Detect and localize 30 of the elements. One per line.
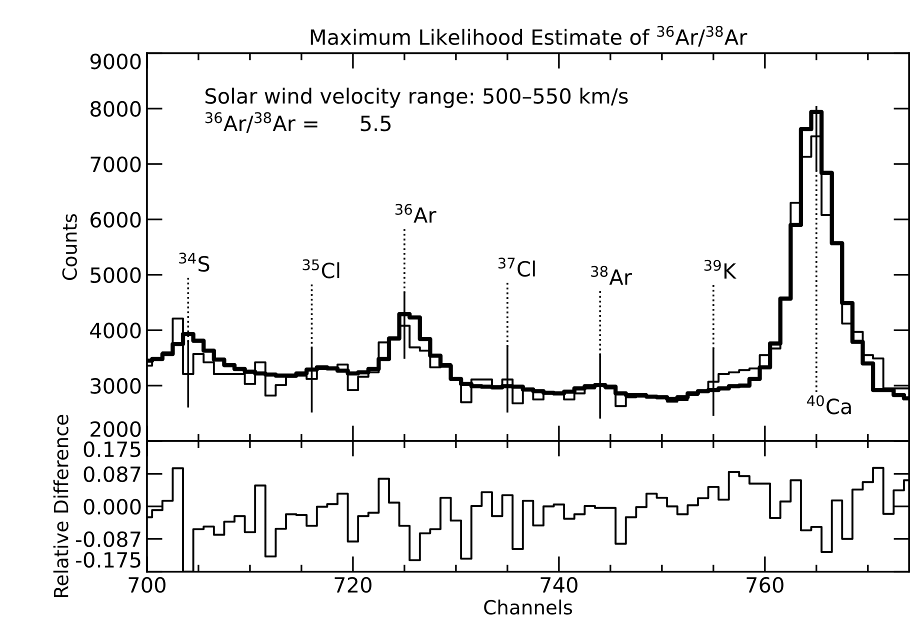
y-tick-label: 8000 <box>90 101 141 117</box>
annotation: $^{34}$S <box>179 252 210 272</box>
annotation: $^{37}$Cl <box>498 258 535 277</box>
y-tick-label: 6000 <box>90 212 141 228</box>
y-axis-title: Counts <box>62 214 77 280</box>
x-axis-title: Channels <box>484 600 572 615</box>
annotation: Solar wind velocity range: 500–550 km/s <box>206 88 628 108</box>
x-tick-label: 760 <box>746 577 784 593</box>
y-tick-label: 9000 <box>90 54 141 70</box>
annotation: $^{35}$Cl <box>302 259 340 278</box>
y-tick-label: 0.175 <box>84 441 140 458</box>
y-tick-label: 2000 <box>90 421 141 437</box>
y-tick-label: 7000 <box>90 156 141 172</box>
y-tick-label: 0.087 <box>84 466 140 482</box>
annotation: $^{39}$K <box>704 260 737 279</box>
y-tick-label: -0.087 <box>76 531 140 548</box>
y-tick-label: 3000 <box>90 378 141 394</box>
annotation: $^{40}$Ca <box>807 395 851 414</box>
annotation: $^{36}$Ar <box>395 204 436 223</box>
x-tick-label: 720 <box>334 577 372 593</box>
annotation: $^{36}$Ar/$^{38}$Ar = 5.5 <box>205 112 391 133</box>
y-tick-label: 4000 <box>90 322 141 338</box>
annotation: $^{38}$Ar <box>591 266 632 285</box>
y-tick-label: -0.175 <box>76 552 140 568</box>
y-axis-title: Relative Difference <box>53 414 68 598</box>
y-tick-label: 0.000 <box>84 498 141 515</box>
x-tick-label: 700 <box>128 577 166 593</box>
x-tick-label: 740 <box>540 577 578 593</box>
y-tick-label: 5000 <box>90 267 141 284</box>
chart-title: Maximum Likelihood Estimate of $^{36}$Ar/$^{38}$Ar <box>310 26 748 47</box>
